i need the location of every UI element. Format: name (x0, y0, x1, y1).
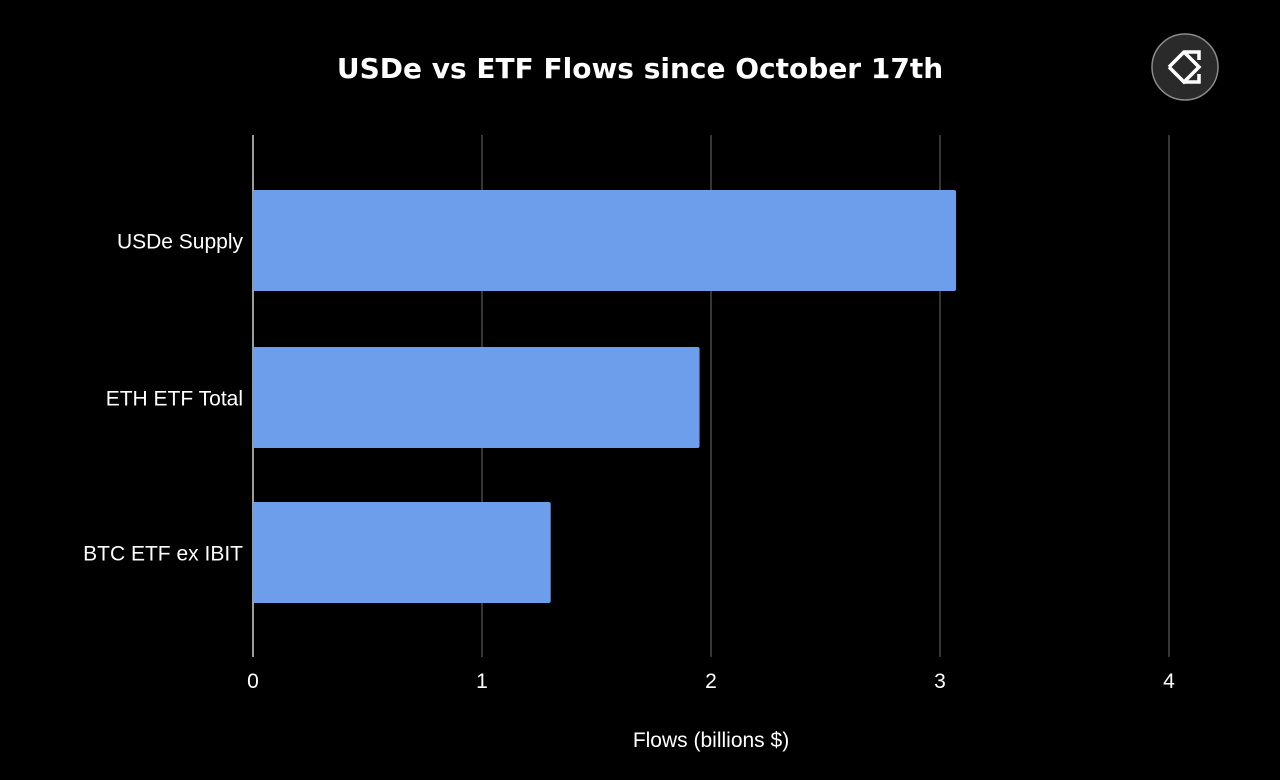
x-tick-label: 0 (247, 670, 259, 693)
x-tick-label: 1 (476, 670, 488, 693)
chart-title: USDe vs ETF Flows since October 17th (337, 52, 943, 85)
bar (253, 502, 551, 603)
bar (253, 347, 700, 448)
x-tick-label: 3 (934, 670, 946, 693)
category-label: BTC ETF ex IBIT (83, 543, 243, 566)
category-label: USDe Supply (117, 231, 244, 254)
x-tick-label: 4 (1163, 670, 1175, 693)
category-label: ETH ETF Total (106, 388, 243, 411)
x-axis-label: Flows (billions $) (633, 729, 789, 752)
sigma-diamond-logo-icon (1151, 33, 1219, 101)
bar (253, 190, 957, 291)
x-tick-label: 2 (705, 670, 717, 693)
